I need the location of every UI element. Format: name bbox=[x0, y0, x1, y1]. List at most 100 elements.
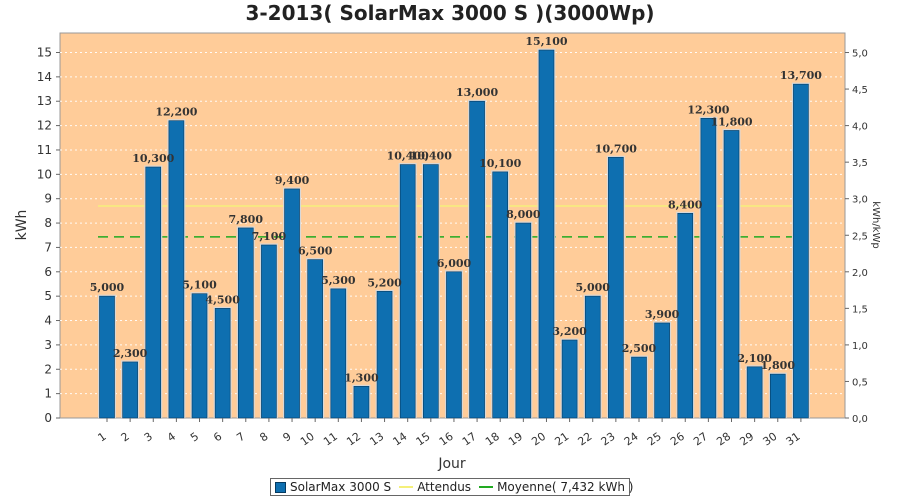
y-tick-label-6: 6 bbox=[44, 265, 52, 279]
y2-tick-label-0,0: 0,0 bbox=[852, 414, 868, 425]
bar-24 bbox=[631, 356, 647, 419]
data-label-8: 7,100 bbox=[252, 230, 287, 243]
x-tick-label-18: 18 bbox=[483, 430, 502, 449]
x-tick-label-1: 1 bbox=[96, 430, 109, 445]
x-tick-label-2: 2 bbox=[119, 430, 132, 445]
x-tick-label-20: 20 bbox=[529, 430, 548, 449]
bar-2 bbox=[122, 361, 138, 419]
bar-31 bbox=[793, 83, 809, 419]
y2-tick-label-5,0: 5,0 bbox=[852, 49, 868, 60]
bar-16 bbox=[446, 271, 462, 419]
data-label-7: 7,800 bbox=[229, 213, 264, 226]
x-tick-label-6: 6 bbox=[211, 430, 224, 445]
data-label-31: 13,700 bbox=[780, 69, 822, 82]
y-tick-label-13: 13 bbox=[37, 94, 52, 108]
legend-series-label: SolarMax 3000 S bbox=[290, 480, 392, 494]
data-label-20: 15,100 bbox=[525, 35, 567, 48]
x-axis-ticks: 1 2 3 4 5 6 7 8 9 10 11 12 13 14 15 16 17 18 19 20 21 22 23 24 2… bbox=[96, 418, 803, 448]
data-label-10: 6,500 bbox=[298, 245, 333, 258]
bar-9 bbox=[284, 188, 300, 419]
legend-average-label: Moyenne( 7,432 kWh ) bbox=[497, 480, 634, 494]
x-tick-label-22: 22 bbox=[576, 430, 595, 449]
bar-15 bbox=[423, 164, 439, 419]
bar-22 bbox=[584, 295, 601, 419]
bar-25 bbox=[654, 322, 670, 419]
bar-19 bbox=[515, 222, 532, 419]
x-tick-label-10: 10 bbox=[298, 430, 317, 449]
y-tick-label-9: 9 bbox=[44, 192, 52, 206]
x-tick-label-23: 23 bbox=[599, 430, 618, 449]
bar-21 bbox=[561, 339, 578, 419]
data-label-27: 12,300 bbox=[687, 103, 729, 116]
x-tick-label-24: 24 bbox=[622, 430, 641, 449]
y2-tick-label-2,5: 2,5 bbox=[852, 231, 868, 242]
data-label-3: 10,300 bbox=[132, 152, 174, 165]
legend-average-swatch bbox=[479, 486, 494, 488]
y-tick-label-1: 1 bbox=[44, 387, 52, 401]
x-tick-label-26: 26 bbox=[668, 430, 687, 449]
y2-tick-label-3,5: 3,5 bbox=[852, 158, 868, 169]
x-tick-label-5: 5 bbox=[188, 430, 201, 445]
data-label-9: 9,400 bbox=[275, 174, 310, 187]
data-label-2: 2,300 bbox=[113, 347, 148, 360]
x-tick-label-7: 7 bbox=[234, 430, 247, 445]
x-tick-label-11: 11 bbox=[321, 430, 340, 449]
y2-tick-label-4,5: 4,5 bbox=[852, 85, 868, 96]
legend-item-series: SolarMax 3000 S bbox=[275, 480, 391, 494]
y-tick-label-2: 2 bbox=[44, 362, 52, 376]
y2-axis-label: kWh/kWp bbox=[870, 201, 881, 248]
y-tick-label-3: 3 bbox=[44, 338, 52, 352]
x-tick-label-4: 4 bbox=[165, 430, 178, 445]
data-label-30: 1,800 bbox=[761, 359, 796, 372]
y2-tick-label-1,0: 1,0 bbox=[852, 341, 868, 352]
x-tick-label-16: 16 bbox=[437, 430, 456, 449]
data-label-14: 10,400 bbox=[387, 150, 429, 163]
y-tick-label-4: 4 bbox=[44, 314, 52, 328]
bar-4 bbox=[168, 120, 185, 419]
bar-27 bbox=[700, 117, 717, 419]
y-tick-label-5: 5 bbox=[44, 289, 52, 303]
x-tick-label-8: 8 bbox=[257, 430, 270, 445]
y2-tick-label-1,5: 1,5 bbox=[852, 304, 868, 315]
bar-5 bbox=[191, 293, 208, 419]
data-label-11: 5,300 bbox=[321, 274, 356, 287]
y-tick-label-14: 14 bbox=[37, 70, 52, 84]
y2-axis-ticks: 0,0 0,5 1,0 1,5 2,0 2,5 3,0 3,5 4,0 4,5 5,0 bbox=[845, 49, 868, 425]
data-label-12: 1,300 bbox=[344, 371, 379, 384]
bar-28 bbox=[723, 130, 740, 419]
legend: SolarMax 3000 S Attendus Moyenne( 7,432 … bbox=[270, 478, 634, 496]
y-tick-label-10: 10 bbox=[37, 167, 52, 181]
y2-tick-label-4,0: 4,0 bbox=[852, 122, 868, 133]
x-tick-label-12: 12 bbox=[344, 430, 363, 449]
x-tick-label-17: 17 bbox=[460, 430, 479, 449]
y-tick-label-7: 7 bbox=[44, 240, 52, 254]
bar-6 bbox=[214, 308, 231, 419]
reference-lines bbox=[98, 205, 807, 238]
y-tick-label-8: 8 bbox=[44, 216, 52, 230]
data-label-28: 11,800 bbox=[710, 115, 752, 128]
bar-17 bbox=[469, 100, 485, 419]
data-label-1: 5,000 bbox=[90, 281, 125, 294]
x-axis-label: Jour bbox=[437, 456, 466, 472]
x-tick-label-9: 9 bbox=[281, 430, 294, 445]
x-tick-label-13: 13 bbox=[367, 430, 386, 449]
data-label-18: 10,100 bbox=[479, 157, 521, 170]
data-label-22: 5,000 bbox=[576, 281, 611, 294]
data-label-5: 5,100 bbox=[182, 279, 217, 292]
x-tick-label-15: 15 bbox=[414, 430, 433, 449]
x-tick-label-3: 3 bbox=[142, 430, 155, 445]
x-tick-label-19: 19 bbox=[506, 430, 525, 449]
bar-11 bbox=[330, 288, 347, 419]
x-tick-label-14: 14 bbox=[390, 430, 409, 449]
bar-13 bbox=[376, 290, 393, 419]
x-tick-label-21: 21 bbox=[552, 430, 571, 449]
bar-14 bbox=[399, 164, 416, 419]
bar-30 bbox=[769, 373, 786, 419]
y-tick-label-15: 15 bbox=[37, 45, 52, 59]
data-label-25: 3,900 bbox=[645, 308, 680, 321]
data-label-17: 13,000 bbox=[456, 86, 498, 99]
data-label-19: 8,000 bbox=[506, 208, 541, 221]
legend-item-expected: Attendus bbox=[399, 480, 471, 494]
data-label-13: 5,200 bbox=[367, 276, 402, 289]
